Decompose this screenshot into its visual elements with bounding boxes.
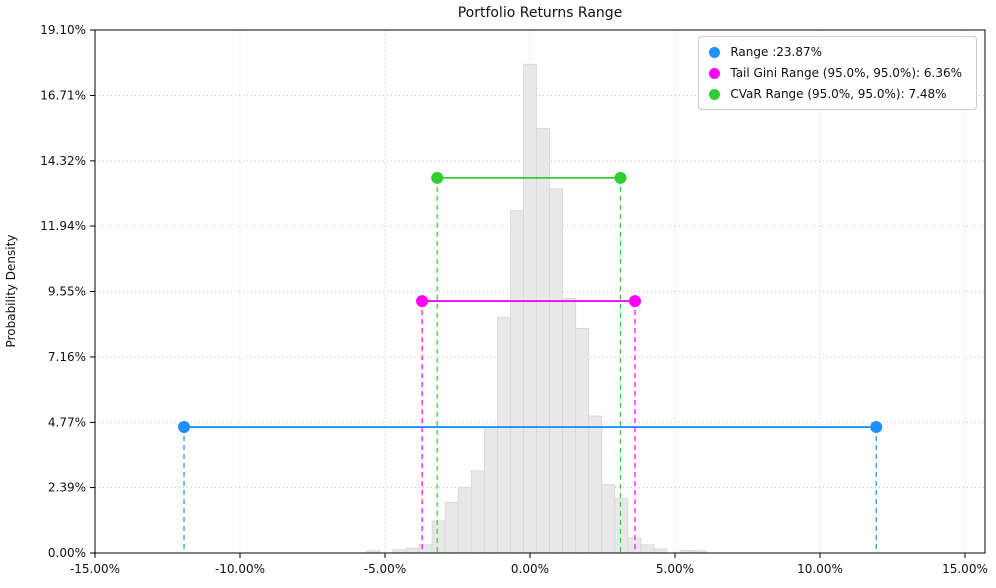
tail-gini-range-right-marker <box>628 295 641 308</box>
y-tick-label: 14.32% <box>40 154 86 168</box>
histogram-bar <box>536 128 550 554</box>
range-legend-label: Range :23.87% <box>730 45 823 59</box>
legend: Range :23.87% Tail Gini Range (95.0%, 95.… <box>698 36 977 110</box>
x-tick-label: -15.00% <box>70 562 120 576</box>
y-tick-label: 4.77% <box>48 415 86 429</box>
range-right-marker <box>870 421 883 434</box>
x-tick-label: -5.00% <box>364 562 406 576</box>
histogram-bar <box>575 328 590 554</box>
y-tick-label: 11.94% <box>40 219 86 233</box>
histogram-bar <box>601 484 616 554</box>
tail-gini-range-legend-label: Tail Gini Range (95.0%, 95.0%): 6.36% <box>730 66 962 80</box>
x-tick-label: 15.00% <box>942 562 988 576</box>
tail-gini-range-left-marker <box>416 295 429 308</box>
y-tick-label: 9.55% <box>48 285 86 299</box>
legend-item-tail-gini-range: Tail Gini Range (95.0%, 95.0%): 6.36% <box>709 66 962 80</box>
y-axis-label: Probability Density <box>4 234 18 348</box>
x-tick-label: 0.00% <box>511 562 549 576</box>
cvar-range-left-marker <box>431 171 444 184</box>
chart-title: Portfolio Returns Range <box>457 5 623 21</box>
histogram-bar <box>418 544 433 554</box>
histogram-bar <box>510 210 524 554</box>
histogram-bar <box>614 497 629 554</box>
x-tick-label: 5.00% <box>656 562 694 576</box>
histogram-bar <box>588 415 603 554</box>
histogram-bar <box>496 317 511 554</box>
cvar-range-right-marker <box>614 171 627 184</box>
histogram-bar <box>405 547 420 554</box>
y-tick-label: 2.39% <box>48 481 86 495</box>
tail-gini-range-legend-marker-icon <box>709 67 721 79</box>
range-legend-marker-icon <box>709 46 721 58</box>
range-left-marker <box>178 421 191 434</box>
y-tick-label: 0.00% <box>48 546 86 560</box>
legend-item-range: Range :23.87% <box>709 45 962 59</box>
y-tick-label: 19.10% <box>40 23 86 37</box>
histogram-bar <box>431 520 446 554</box>
histogram-bar <box>653 548 668 554</box>
histogram-bar <box>483 426 498 554</box>
cvar-range-legend-marker-icon <box>709 88 721 100</box>
y-tick-label: 7.16% <box>48 350 86 364</box>
cvar-range-legend-label: CVaR Range (95.0%, 95.0%): 7.48% <box>730 87 947 101</box>
legend-item-cvar-range: CVaR Range (95.0%, 95.0%): 7.48% <box>709 87 962 101</box>
histogram-bar <box>549 188 564 554</box>
x-tick-label: 10.00% <box>797 562 843 576</box>
histogram-bar <box>640 544 655 554</box>
histogram-bar <box>444 501 459 554</box>
histogram-bar <box>523 63 537 554</box>
y-tick-label: 16.71% <box>40 88 86 102</box>
x-tick-label: -10.00% <box>215 562 265 576</box>
histogram-bar <box>562 297 577 554</box>
histogram-bar <box>457 486 472 554</box>
histogram-bar <box>470 470 485 554</box>
